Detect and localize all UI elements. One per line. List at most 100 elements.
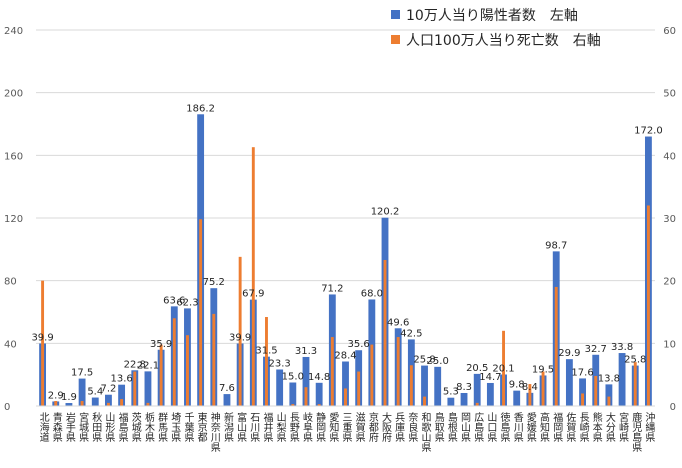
- bar-deaths: [54, 400, 58, 406]
- category-label: 香川県: [511, 412, 523, 443]
- data-label: 23.3: [269, 358, 291, 369]
- right-axis-tick-label: 60: [663, 26, 676, 37]
- data-label: 22.8: [124, 359, 146, 370]
- data-label: 49.6: [387, 317, 409, 328]
- data-label: 39.9: [229, 332, 251, 343]
- category-label: 沖縄県: [643, 411, 655, 443]
- bar-deaths: [265, 317, 268, 406]
- left-axis-tick-label: 120: [4, 214, 23, 225]
- legend-swatch-positives: [391, 10, 400, 19]
- category-label: 大阪府: [380, 411, 392, 443]
- bar-deaths: [475, 402, 479, 406]
- data-label: 19.5: [532, 364, 554, 375]
- category-label: 宮崎県: [617, 411, 629, 443]
- bar-positives: [486, 382, 494, 406]
- category-label: 岐阜県: [300, 411, 312, 443]
- category-label: 新潟県: [221, 411, 233, 443]
- category-label: 福井県: [261, 411, 273, 443]
- data-label: 22.1: [137, 360, 159, 371]
- category-label: 秋田県: [90, 411, 102, 443]
- category-label: 千葉県: [182, 412, 194, 443]
- bar-positives: [579, 378, 586, 406]
- bar-positives: [91, 397, 99, 406]
- data-label: 42.5: [400, 328, 422, 339]
- data-label: 14.7: [479, 372, 501, 383]
- left-axis-tick-label: 80: [4, 277, 17, 288]
- category-label: 徳島県: [498, 411, 510, 443]
- gridlines: [36, 29, 655, 344]
- category-labels: 北海道 青森県 岩手県 宮城県 秋田県 山形県 福島県 茨城県 栃木県 群馬県 埼玉県 千葉県 東京都神…: [37, 411, 655, 453]
- category-label: 福岡県: [551, 411, 563, 443]
- deaths-series-bars: [41, 147, 650, 407]
- category-label: 北海道: [37, 412, 49, 442]
- data-label: 35.9: [150, 339, 172, 350]
- data-label: 8.3: [456, 382, 472, 393]
- legend: 10万人当り陽性者数 左軸 人口100万人当り死亡数 右軸: [391, 8, 601, 49]
- bar-positives: [276, 369, 284, 406]
- bar-deaths: [554, 286, 558, 406]
- bar-deaths: [633, 362, 637, 406]
- data-label: 28.4: [334, 351, 356, 362]
- bar-positives: [342, 361, 349, 406]
- bar-positives: [65, 403, 73, 406]
- category-label: 京都府: [366, 411, 378, 443]
- data-label: 29.9: [558, 348, 580, 359]
- right-axis-tick-label: 0: [670, 402, 676, 413]
- bar-deaths: [317, 404, 321, 406]
- data-label: 2.9: [48, 390, 64, 401]
- bar-positives: [473, 373, 481, 406]
- category-label: 富山県: [235, 411, 247, 443]
- bar-deaths: [409, 365, 413, 406]
- category-label: 島根県: [445, 411, 457, 443]
- category-label: 兵庫県: [393, 411, 405, 443]
- category-label: 石川県: [248, 412, 260, 443]
- data-label: 32.7: [585, 344, 607, 355]
- category-label: 山梨県: [274, 412, 286, 443]
- bar-positives: [434, 366, 442, 406]
- data-label: 68.0: [361, 288, 383, 299]
- left-axis-tick-label: 0: [4, 402, 10, 413]
- bar-deaths: [120, 399, 124, 406]
- category-label: 岡山県: [459, 412, 471, 443]
- legend-label-positives: 10万人当り陽性者数 左軸: [406, 8, 578, 24]
- category-label: 長崎県: [577, 412, 589, 443]
- bar-deaths: [528, 384, 532, 406]
- data-label: 186.2: [186, 103, 215, 114]
- data-label: 17.5: [71, 368, 93, 379]
- bar-deaths: [370, 344, 374, 406]
- bar-deaths: [172, 318, 176, 406]
- bar-deaths: [607, 396, 611, 406]
- bar-deaths: [186, 335, 189, 406]
- bar-deaths: [541, 371, 545, 406]
- category-label: 奈良県: [406, 411, 418, 443]
- category-label: 滋賀県: [353, 411, 365, 443]
- data-label: 67.9: [242, 289, 264, 300]
- bar-positives: [302, 356, 310, 406]
- data-label: 25.8: [624, 355, 646, 366]
- bar-positives: [315, 382, 323, 406]
- data-label: 25.8: [413, 355, 435, 366]
- bar-positives: [289, 382, 297, 406]
- category-label: 山口県: [485, 412, 497, 443]
- bar-deaths: [396, 337, 400, 406]
- bar-positives: [421, 365, 428, 406]
- bar-positives: [223, 394, 231, 406]
- bar-positives: [447, 397, 455, 406]
- category-label: 茨城県: [129, 411, 141, 443]
- bar-positives: [618, 353, 626, 406]
- bar-deaths: [146, 402, 150, 406]
- data-label: 120.2: [371, 207, 400, 218]
- category-label: 高知県: [538, 411, 550, 443]
- right-axis-ticks: 0 10 20 30 40 50 60: [663, 26, 676, 413]
- bar-deaths: [238, 256, 242, 406]
- data-label: 98.7: [545, 240, 567, 251]
- legend-label-deaths: 人口100万人当り死亡数 右軸: [406, 33, 601, 49]
- left-axis-tick-label: 240: [4, 26, 23, 37]
- bar-deaths: [594, 375, 598, 406]
- category-label: 鹿児島県: [630, 411, 642, 453]
- category-label: 神奈川県: [208, 411, 220, 453]
- category-label: 和歌山県: [419, 412, 431, 453]
- bar-deaths: [41, 280, 45, 406]
- category-label: 埼玉県: [169, 411, 181, 443]
- bar-deaths: [199, 219, 203, 406]
